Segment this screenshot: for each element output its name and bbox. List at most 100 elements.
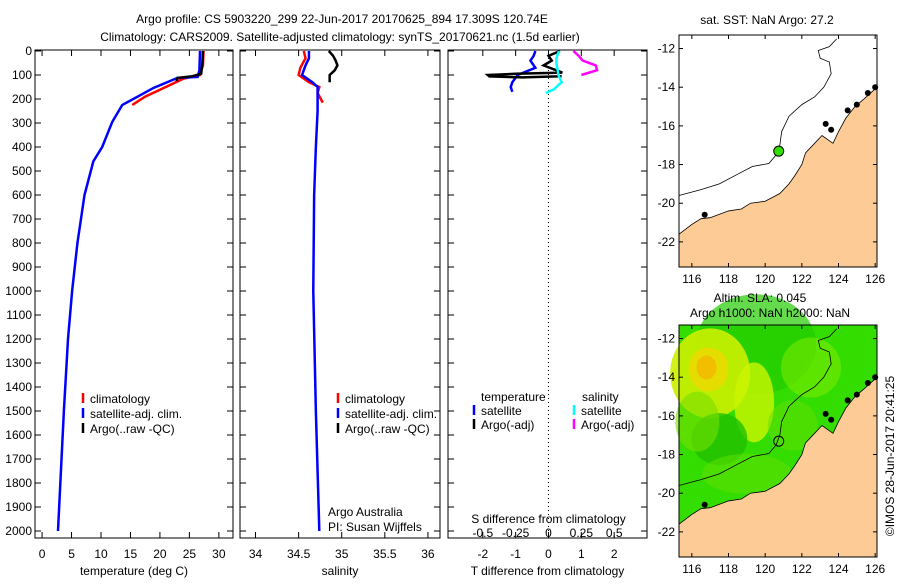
x-tick-label: 0 (545, 547, 552, 561)
argo-position-marker (773, 145, 785, 157)
legend-label: satellite (581, 404, 622, 418)
legend-header-salinity: salinity (582, 390, 619, 404)
x-tick-label: 25 (183, 547, 197, 561)
difference-profile-panel: -2 -1 0 1 2 T difference from climatology -0.5… (447, 49, 648, 578)
plot-frame (239, 49, 441, 539)
y-tick-label: 1500 (5, 404, 32, 418)
map-title: sat. SST: NaN Argo: 27.2 (700, 13, 834, 27)
legend-label: climatology (345, 392, 405, 406)
series-line-1 (484, 49, 563, 79)
island-cluster (828, 416, 835, 423)
map-frame (678, 324, 878, 558)
argo-position-marker (773, 435, 785, 447)
series-line-3 (572, 50, 599, 77)
x-tick-label: 122 (792, 562, 812, 576)
y-tick-label: -22 (658, 235, 676, 249)
x-tick-label: 124 (828, 562, 848, 576)
x-axis-label: temperature (deg C) (80, 564, 188, 578)
map-frame (678, 34, 878, 268)
y-tick-label: -12 (658, 42, 676, 56)
y-tick-label: -14 (658, 80, 676, 94)
y-tick-label: 0 (25, 44, 32, 58)
x-axis-label: T difference from climatology (471, 564, 625, 578)
island-cluster (844, 397, 851, 404)
legend-label: Argo(..raw -QC) (345, 422, 430, 436)
island-cluster (701, 211, 708, 218)
isobath-line (678, 38, 837, 196)
x2-axis-label: S difference from climatology (471, 512, 626, 526)
map-title-line2: Argo h1000: NaN h2000: NaN (690, 306, 850, 320)
figure-title-line1: Argo profile: CS 5903220_299 22-Jun-2017… (136, 12, 548, 26)
y-tick-label: 800 (12, 236, 32, 250)
y-tick-label: 1200 (5, 332, 32, 346)
y-tick-label: -20 (658, 486, 676, 500)
y-tick-label: 1900 (5, 500, 32, 514)
plot-frame (447, 49, 648, 539)
sla-anomaly-patch (734, 362, 775, 443)
figure-title-line2: Climatology: CARS2009. Satellite-adjuste… (100, 30, 580, 44)
island-cluster (828, 126, 835, 133)
series-line-2 (327, 50, 339, 83)
island-cluster (864, 380, 871, 386)
sla-anomaly-patch (767, 400, 818, 451)
y-tick-label: 100 (12, 68, 32, 82)
y-tick-label: 200 (12, 92, 32, 106)
map-title-line1: Altim. SLA: 0.045 (714, 291, 807, 305)
x-axis-label: salinity (322, 564, 359, 578)
annotation-line1: Argo Australia (328, 505, 403, 519)
x2-tick-label: 0.5 (606, 526, 623, 540)
x-tick-label: 34.5 (287, 547, 311, 561)
y-tick-label: -20 (658, 196, 676, 210)
x-tick-label: 1 (578, 547, 585, 561)
x-tick-label: 126 (865, 272, 885, 286)
x-tick-label: 20 (153, 547, 167, 561)
plot-frame (34, 49, 234, 539)
land-mass (678, 86, 878, 268)
legend-label: Argo(-adj) (581, 418, 634, 432)
x-tick-label: 120 (755, 562, 775, 576)
y-tick-label: -16 (658, 119, 676, 133)
isobath-line (678, 328, 837, 486)
x-tick-label: 34 (249, 547, 263, 561)
island-cluster (822, 120, 829, 127)
x-tick-label: 116 (682, 562, 701, 576)
y-tick-label: -14 (658, 370, 676, 384)
legend-label: Argo(..raw -QC) (90, 422, 175, 436)
island-cluster (701, 501, 708, 508)
y-tick-label: -22 (658, 525, 676, 539)
island-cluster (853, 391, 860, 398)
series-line-0 (509, 50, 538, 93)
land-mass (678, 376, 878, 558)
x-tick-label: 0 (39, 547, 46, 561)
y-tick-label: 1300 (5, 356, 32, 370)
sst-map-panel: 116 118 120 122 124 126 -12 -14 -16 -18 -20 -22 sat.… (658, 13, 886, 286)
y-tick-label: 1800 (5, 476, 32, 490)
y-tick-label: 500 (12, 164, 32, 178)
island-cluster (844, 107, 851, 114)
y-tick-label: 600 (12, 188, 32, 202)
sla-map-panel: 116 118 120 122 124 126 -12 -14 -16 -18 -20 -22 Alti… (658, 291, 886, 576)
y-tick-label: -12 (658, 332, 676, 346)
salinity-profile-panel: 34 34.5 35 35.5 36 salinity climatologysatelli… (239, 49, 441, 578)
sla-anomaly-patch (781, 337, 841, 398)
x-tick-label: 116 (682, 272, 701, 286)
x2-tick-label: -0.25 (502, 526, 530, 540)
x-tick-label: 118 (719, 562, 738, 576)
y-tick-label: 1400 (5, 380, 32, 394)
x-tick-label: 35.5 (373, 547, 397, 561)
x-tick-label: -1 (510, 547, 521, 561)
x-tick-label: 10 (94, 547, 108, 561)
sla-anomaly-patch (675, 391, 720, 452)
y-tick-label: 300 (12, 116, 32, 130)
x-tick-label: 118 (719, 272, 738, 286)
y-tick-label: 700 (12, 212, 32, 226)
x-tick-label: 126 (865, 562, 885, 576)
credit-text: ©IMOS 28-Jun-2017 20:41:25 (883, 376, 897, 537)
y-tick-label: -18 (658, 158, 676, 172)
x-tick-label: 124 (828, 272, 848, 286)
legend-label: climatology (90, 392, 150, 406)
sla-anomaly-patch (696, 355, 717, 380)
island-cluster (822, 410, 829, 417)
y-tick-label: 400 (12, 140, 32, 154)
